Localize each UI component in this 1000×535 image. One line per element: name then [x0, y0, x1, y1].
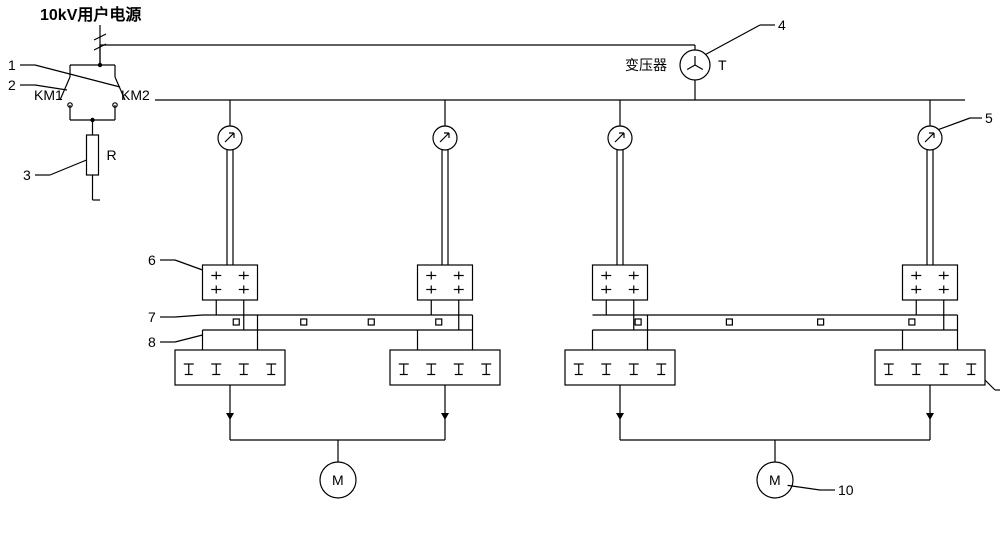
callout-3: 3: [23, 167, 31, 183]
r-label: R: [107, 147, 117, 163]
callout-10: 10: [838, 482, 854, 498]
transformer-label: 变压器: [625, 57, 667, 73]
km2-label: KM2: [121, 87, 150, 103]
title-text: 10kV用户电源: [40, 5, 141, 24]
callout-8: 8: [148, 334, 156, 350]
callout-2: 2: [8, 77, 16, 93]
t-label: T: [718, 57, 727, 73]
callout-6: 6: [148, 252, 156, 268]
callout-4: 4: [778, 17, 786, 33]
callout-5: 5: [985, 110, 993, 126]
km1-label: KM1: [34, 87, 63, 103]
motor-label-0: M: [332, 472, 344, 488]
motor-label-1: M: [769, 472, 781, 488]
callout-7: 7: [148, 309, 156, 325]
callout-1: 1: [8, 57, 16, 73]
